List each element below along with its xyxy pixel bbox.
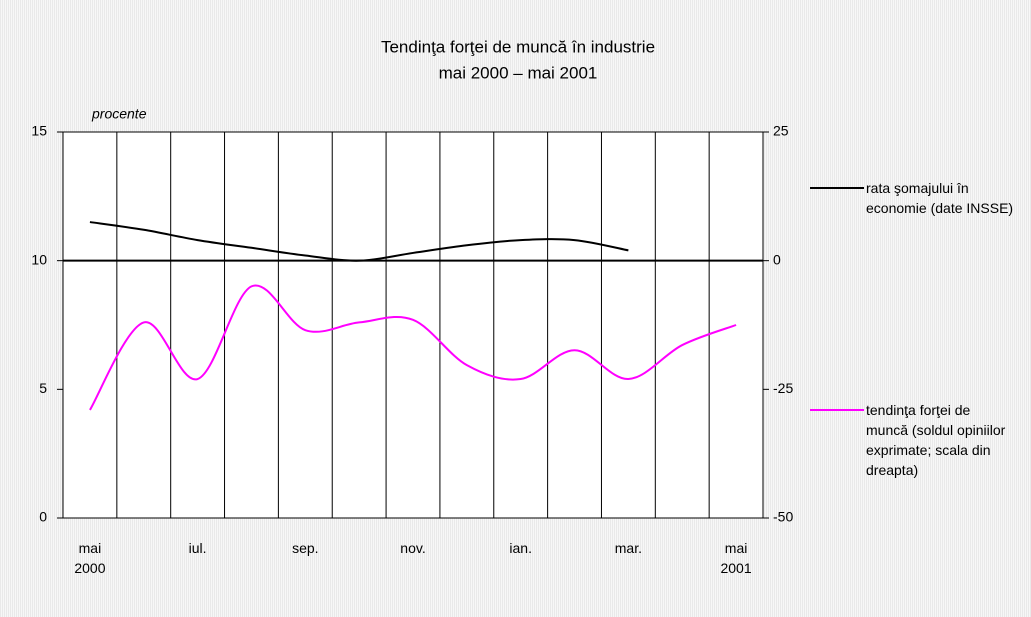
y-tick-label: 5 [39, 380, 47, 396]
chart-title: Tendinţa forţei de muncă în industrie [381, 37, 655, 56]
y-axis-label: procente [91, 106, 147, 122]
series-line [89, 284, 737, 411]
y-tick-label: 15 [31, 123, 47, 139]
x-tick-label: mar. [614, 540, 642, 556]
legend-label: tendinţa forţei de muncă (soldul opiniil… [866, 402, 1006, 478]
y2-tick-label: -50 [773, 509, 793, 525]
y-tick-label: 10 [31, 251, 47, 267]
x-tick-label: mai 2000 [74, 540, 106, 576]
x-tick-label: nov. [400, 540, 426, 556]
y2-tick-label: 0 [773, 251, 781, 267]
y2-tick-label: 25 [773, 123, 789, 139]
series-line [89, 221, 629, 262]
y2-tick-label: -25 [773, 380, 793, 396]
legend-label: rata şomajului în economie (date INSSE) [866, 180, 1014, 216]
y-tick-label: 0 [39, 509, 47, 525]
chart-subtitle: mai 2000 – mai 2001 [439, 63, 598, 82]
x-tick-label: mai 2001 [720, 540, 752, 576]
x-tick-label: ian. [509, 540, 532, 556]
x-tick-label: iul. [188, 540, 207, 556]
plot-area [62, 131, 764, 519]
x-tick-label: sep. [292, 540, 319, 556]
